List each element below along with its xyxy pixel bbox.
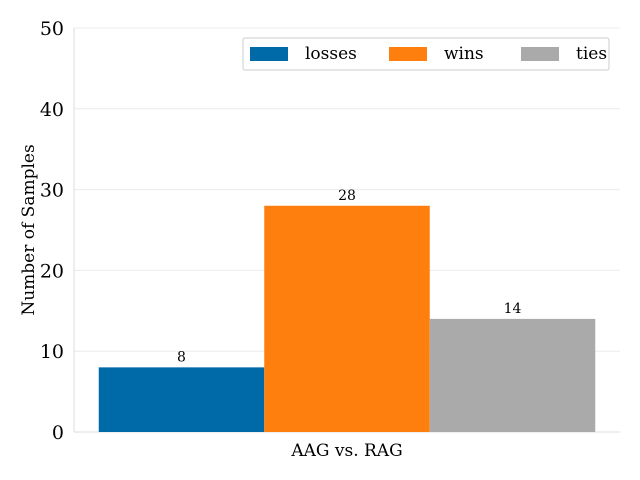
y-tick-label: 10 — [40, 341, 64, 363]
data-labels: 8 28 14 — [177, 188, 521, 366]
legend-label-losses: losses — [305, 44, 357, 64]
x-tick-label: AAG vs. RAG — [290, 441, 402, 461]
legend-label-ties: ties — [576, 44, 607, 64]
legend-label-wins: wins — [444, 44, 484, 64]
legend-swatch-wins — [389, 47, 427, 61]
bars — [98, 205, 596, 432]
legend: losses wins ties — [242, 37, 610, 71]
data-label-losses: 8 — [177, 349, 186, 365]
y-tick-label: 30 — [40, 180, 64, 202]
legend-swatch-ties — [521, 47, 559, 61]
bar-ties — [429, 318, 596, 432]
data-label-wins: 28 — [338, 188, 356, 204]
y-tick-label: 20 — [40, 260, 64, 282]
y-tick-labels: 0 10 20 30 40 50 — [40, 18, 64, 444]
bar-losses — [98, 367, 265, 432]
y-axis-label: Number of Samples — [19, 144, 39, 315]
y-tick-label: 40 — [40, 99, 64, 121]
legend-swatch-losses — [250, 47, 288, 61]
y-tick-label: 50 — [40, 18, 64, 40]
data-label-ties: 14 — [504, 301, 522, 317]
y-tick-label: 0 — [52, 422, 64, 444]
bar-wins — [264, 205, 430, 432]
x-tick-labels: AAG vs. RAG — [290, 441, 402, 461]
